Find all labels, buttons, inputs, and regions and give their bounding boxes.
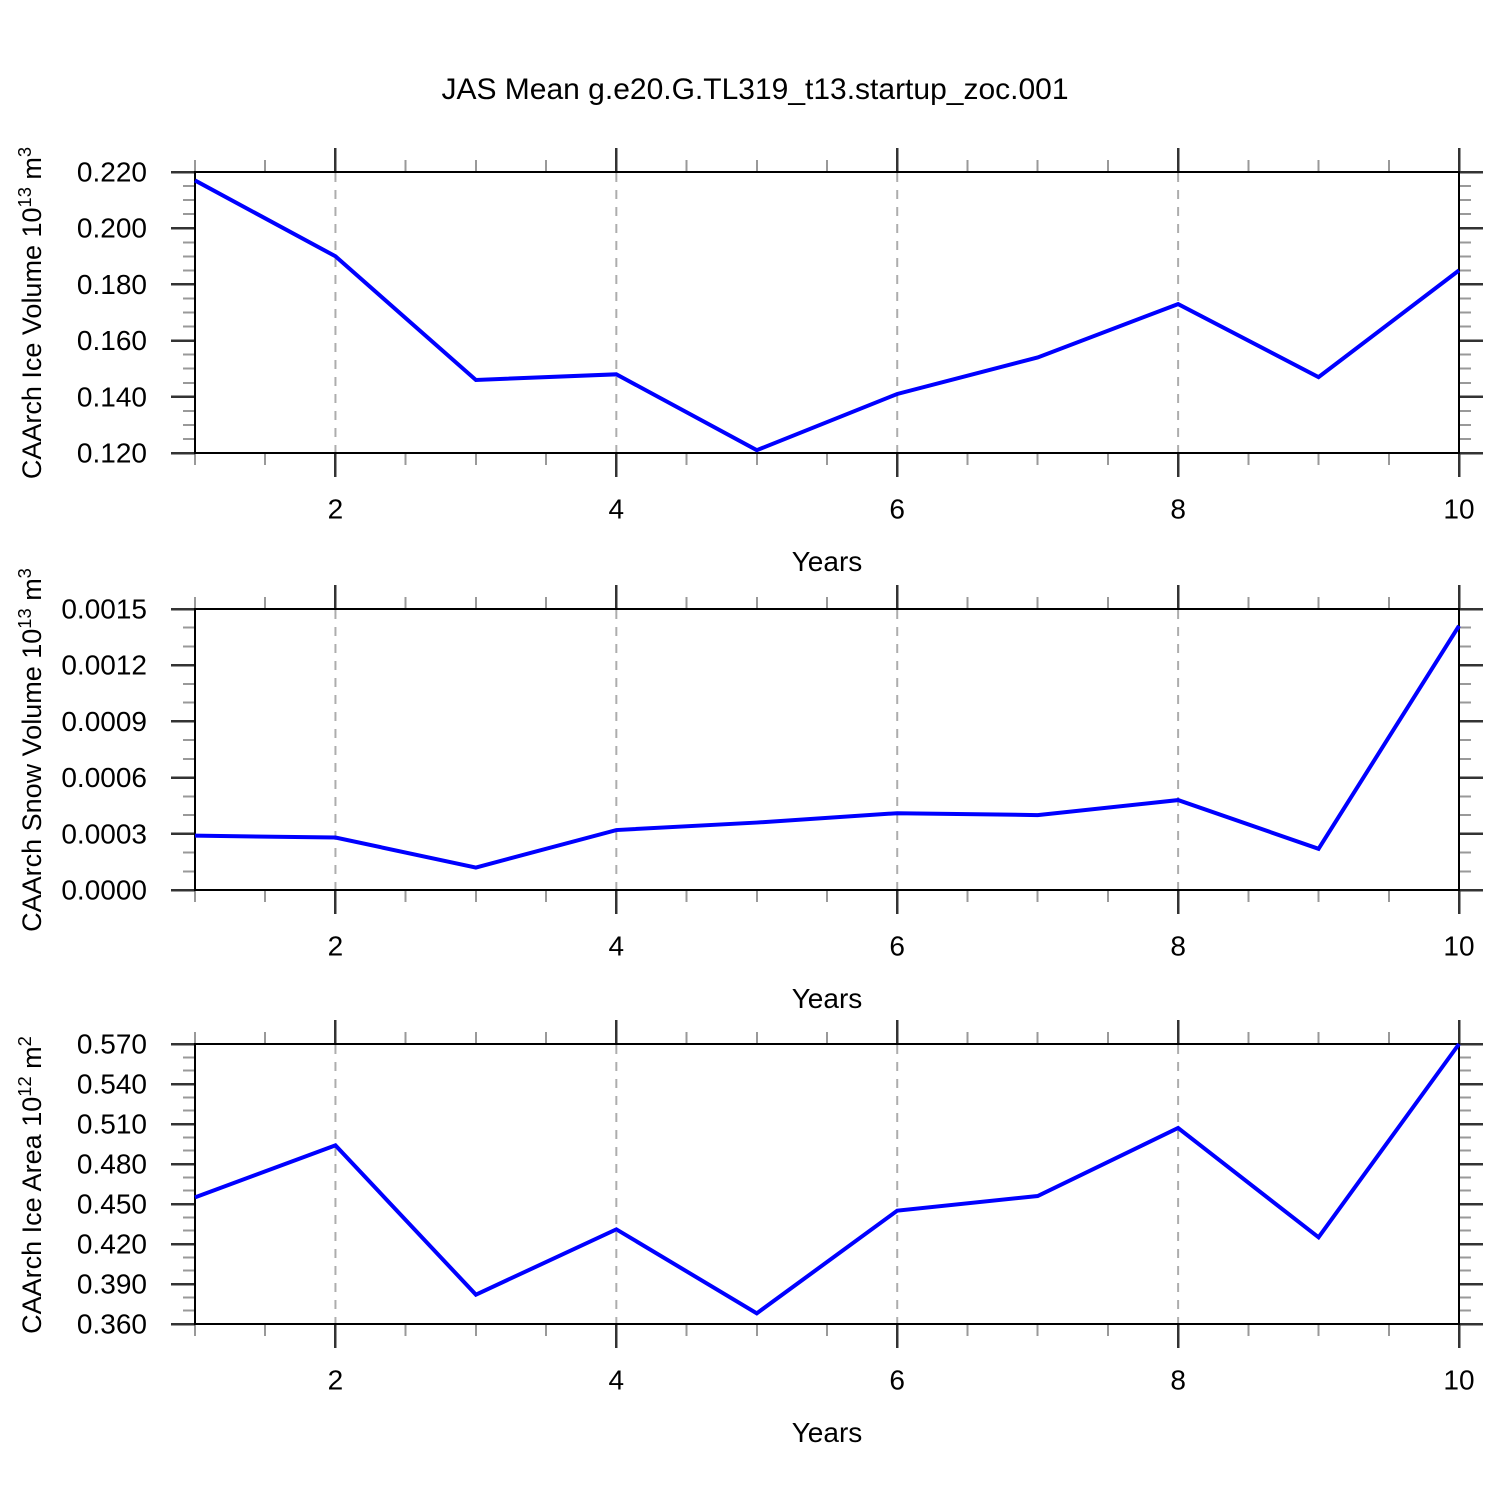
y-axis-title-unit: m <box>17 157 47 188</box>
y-tick-label: 0.0012 <box>61 650 147 681</box>
exponent: 13 <box>14 187 35 208</box>
y-axis-title-text: CAArch Ice Volume 10 <box>17 207 47 480</box>
series-line-ice-volume <box>194 178 1461 453</box>
x-tick-label: 8 <box>1170 931 1186 962</box>
y-tick-label: 0.0009 <box>61 706 147 737</box>
y-tick-label: 0.510 <box>77 1109 147 1140</box>
x-tick-label: 2 <box>328 931 344 962</box>
x-tick-label: 2 <box>328 494 344 525</box>
y-tick-label: 0.0015 <box>61 594 147 625</box>
x-tick-label: 6 <box>889 494 905 525</box>
y-tick-label: 0.480 <box>77 1149 147 1180</box>
y-tick-label: 0.390 <box>77 1269 147 1300</box>
x-tick-label: 2 <box>328 1365 344 1396</box>
plot-frame <box>194 608 1460 891</box>
plot-frame <box>194 171 1460 454</box>
x-tick-label: 4 <box>609 931 625 962</box>
y-axis-title-ice-area: CAArch Ice Area 1012 m2 <box>14 885 49 1485</box>
y-axis-title-unit: m <box>17 578 47 609</box>
x-tick-label: 4 <box>609 1365 625 1396</box>
x-tick-label: 10 <box>1443 931 1474 962</box>
series-line-ice-area <box>194 1042 1461 1316</box>
x-tick-label: 10 <box>1443 1365 1474 1396</box>
x-axis-title-2: Years <box>791 983 863 1014</box>
x-tick-label: 8 <box>1170 494 1186 525</box>
y-tick-label: 0.0003 <box>61 818 147 849</box>
x-tick-label: 10 <box>1443 494 1474 525</box>
y-axis-title-unit: m <box>17 1046 47 1077</box>
y-tick-label: 0.0000 <box>61 875 147 906</box>
x-tick-label: 6 <box>889 1365 905 1396</box>
x-axis-title-1: Years <box>791 546 863 577</box>
exponent: 2 <box>14 1036 35 1047</box>
exponent: 3 <box>14 568 35 579</box>
y-tick-label: 0.220 <box>77 157 147 188</box>
y-tick-label: 0.160 <box>77 325 147 356</box>
y-tick-label: 0.180 <box>77 269 147 300</box>
y-tick-label: 0.140 <box>77 381 147 412</box>
y-tick-label: 0.540 <box>77 1069 147 1100</box>
exponent: 3 <box>14 146 35 158</box>
panel-snow-volume: 2 4 6 8 10 0.0015 0.0012 0.0009 0.0006 0.0003 0.00… <box>61 585 1483 962</box>
plot-frame <box>194 1043 1460 1325</box>
x-tick-label: 8 <box>1170 1365 1186 1396</box>
panel-ice-area: 2 4 6 8 10 0.570 0.540 0.510 0.480 0.450 0.420 0.39… <box>77 1020 1483 1396</box>
y-tick-label: 0.360 <box>77 1309 147 1340</box>
y-tick-label: 0.570 <box>77 1029 147 1060</box>
exponent: 13 <box>14 608 35 629</box>
panel-ice-volume: 2 4 6 8 10 0.220 0.200 0.180 0.160 0.140 0.120 <box>77 148 1483 525</box>
x-tick-label: 6 <box>889 931 905 962</box>
x-axis-title-3: Years <box>791 1417 863 1448</box>
y-tick-label: 0.420 <box>77 1229 147 1260</box>
y-tick-label: 0.0006 <box>61 762 147 793</box>
x-tick-label: 4 <box>609 494 625 525</box>
y-tick-label: 0.450 <box>77 1189 147 1220</box>
y-tick-label: 0.200 <box>77 213 147 244</box>
series-line-snow-volume <box>194 624 1461 870</box>
y-tick-label: 0.120 <box>77 438 147 469</box>
figure-title: JAS Mean g.e20.G.TL319_t13.startup_zoc.0… <box>441 73 1069 106</box>
y-axis-title-text: CAArch Ice Area 10 <box>17 1096 47 1334</box>
exponent: 12 <box>14 1076 35 1097</box>
